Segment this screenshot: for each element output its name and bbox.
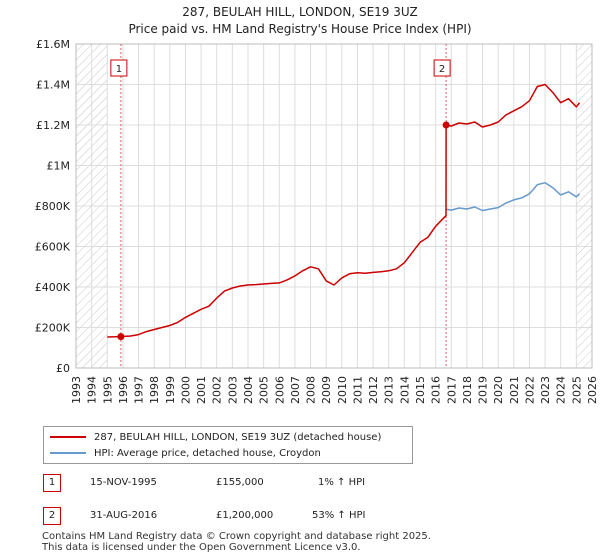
x-tick-label: 2019	[477, 376, 490, 404]
x-tick-label: 2021	[508, 376, 521, 404]
x-tick-label: 2013	[383, 376, 396, 404]
x-tick-label: 2010	[336, 376, 349, 404]
x-tick-label: 2002	[211, 376, 224, 404]
x-tick-label: 2005	[258, 376, 271, 404]
x-tick-label: 2011	[351, 376, 364, 404]
y-tick-label: £1M	[47, 160, 71, 173]
x-tick-label: 2000	[179, 376, 192, 404]
transaction-hpi: 1% ↑ HPI	[318, 477, 366, 488]
chart-title: 287, BEULAH HILL, LONDON, SE19 3UZ	[182, 5, 417, 19]
legend-swatch-property	[50, 436, 86, 438]
footer-line-1: Contains HM Land Registry data © Crown c…	[42, 531, 431, 542]
sale-point	[442, 121, 450, 129]
transaction-hpi: 53% ↑ HPI	[312, 510, 366, 521]
x-tick-label: 2026	[586, 376, 599, 404]
chart-legend: 287, BEULAH HILL, LONDON, SE19 3UZ (deta…	[43, 426, 413, 464]
x-tick-label: 2023	[539, 376, 552, 404]
legend-label-property: 287, BEULAH HILL, LONDON, SE19 3UZ (deta…	[94, 431, 382, 443]
y-tick-label: £200K	[35, 322, 71, 335]
transaction-price: £155,000	[216, 477, 264, 488]
y-tick-label: £400K	[35, 281, 71, 294]
y-tick-label: £1.6M	[36, 38, 70, 51]
legend-item-hpi: HPI: Average price, detached house, Croy…	[50, 446, 321, 460]
footer: Contains HM Land Registry data © Crown c…	[42, 531, 431, 553]
x-tick-label: 2008	[305, 376, 318, 404]
y-tick-label: £600K	[35, 241, 71, 254]
legend-item-property: 287, BEULAH HILL, LONDON, SE19 3UZ (deta…	[50, 430, 381, 444]
x-tick-label: 2025	[570, 376, 583, 404]
transaction-number: 1	[43, 474, 61, 492]
y-tick-label: £1.4M	[36, 79, 70, 92]
x-tick-label: 1998	[148, 376, 161, 404]
x-tick-label: 1993	[70, 376, 83, 404]
chart-subtitle: Price paid vs. HM Land Registry's House …	[128, 22, 471, 36]
x-tick-label: 2014	[398, 376, 411, 404]
property-price-line	[107, 83, 581, 338]
sale-point	[117, 333, 125, 341]
sale-marker-label: 2	[439, 64, 445, 75]
x-tick-label: 2009	[320, 376, 333, 404]
x-tick-label: 2022	[523, 376, 536, 404]
x-tick-label: 2001	[195, 376, 208, 404]
plot-border	[75, 43, 593, 369]
hpi-line	[445, 181, 581, 212]
x-tick-label: 2006	[273, 376, 286, 404]
x-tick-label: 2016	[430, 376, 443, 404]
x-tick-label: 2003	[226, 376, 239, 404]
x-tick-label: 2007	[289, 376, 302, 404]
x-tick-label: 1997	[133, 376, 146, 404]
y-tick-label: £800K	[35, 200, 71, 213]
x-tick-label: 2012	[367, 376, 380, 404]
legend-swatch-hpi	[50, 452, 86, 454]
legend-label-hpi: HPI: Average price, detached house, Croy…	[94, 447, 321, 459]
x-tick-label: 2004	[242, 376, 255, 404]
x-tick-label: 1995	[101, 376, 114, 404]
sale-marker-label: 1	[116, 64, 122, 75]
y-tick-label: £1.2M	[36, 119, 70, 132]
x-tick-label: 1994	[86, 376, 99, 404]
price-chart: 287, BEULAH HILL, LONDON, SE19 3UZ Price…	[35, 5, 599, 404]
x-tick-label: 2024	[555, 376, 568, 404]
x-tick-label: 2015	[414, 376, 427, 404]
transaction-date: 15-NOV-1995	[90, 477, 157, 488]
x-tick-label: 2020	[492, 376, 505, 404]
y-tick-label: £0	[56, 362, 70, 375]
x-tick-label: 2017	[445, 376, 458, 404]
transaction-price: £1,200,000	[216, 510, 274, 521]
transaction-date: 31-AUG-2016	[90, 510, 158, 521]
transaction-number: 2	[43, 507, 61, 525]
x-tick-label: 2018	[461, 376, 474, 404]
sale-marker-box	[110, 59, 128, 77]
sale-marker-box	[433, 59, 451, 77]
x-tick-label: 1996	[117, 376, 130, 404]
x-tick-label: 1999	[164, 376, 177, 404]
footer-line-2: This data is licensed under the Open Gov…	[42, 542, 361, 553]
